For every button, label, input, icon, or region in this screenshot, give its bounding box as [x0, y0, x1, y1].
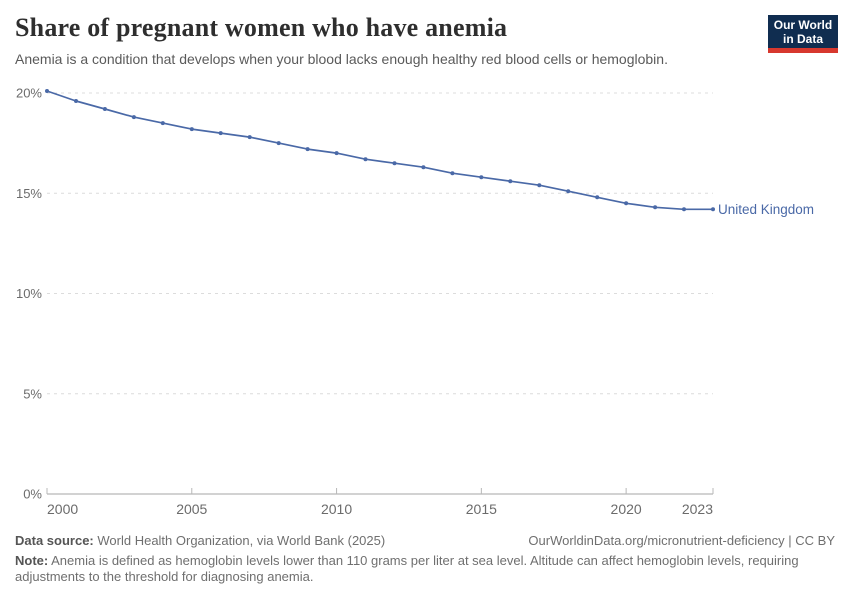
- data-point[interactable]: [189, 127, 194, 132]
- data-point[interactable]: [479, 175, 484, 180]
- x-axis-label: 2000: [47, 501, 78, 517]
- x-axis-label: 2023: [682, 501, 713, 517]
- data-point[interactable]: [218, 131, 223, 136]
- x-axis-label: 2015: [466, 501, 497, 517]
- data-point[interactable]: [102, 107, 107, 111]
- chart-footer: Data source: World Health Organization, …: [15, 533, 835, 585]
- data-point[interactable]: [276, 141, 281, 146]
- data-point[interactable]: [682, 207, 686, 212]
- y-axis-label: 10%: [16, 286, 42, 301]
- data-point[interactable]: [624, 201, 629, 206]
- data-point[interactable]: [305, 147, 310, 152]
- data-point[interactable]: [711, 207, 715, 212]
- data-point[interactable]: [131, 115, 136, 120]
- chart-canvas: 0% 5% 10% 15% 20% 2000 2005 2010 2015 2020 2023 Uni…: [16, 86, 814, 518]
- line-chart[interactable]: 0% 5% 10% 15% 20% 2000 2005 2010 2015 2020 2023 Uni…: [0, 80, 850, 525]
- note-text: Anemia is defined as hemoglobin levels l…: [15, 553, 799, 584]
- data-point[interactable]: [508, 179, 513, 184]
- data-line[interactable]: [46, 90, 714, 211]
- attribution: OurWorldinData.org/micronutrient-deficie…: [528, 533, 835, 548]
- data-point[interactable]: [334, 151, 339, 156]
- data-point[interactable]: [392, 161, 397, 166]
- data-point[interactable]: [160, 121, 165, 126]
- data-point[interactable]: [45, 89, 49, 93]
- x-axis-label: 2010: [321, 501, 352, 517]
- data-point[interactable]: [653, 205, 658, 210]
- owid-logo-line1: Our World: [773, 17, 833, 32]
- y-axis-label: 5%: [23, 386, 42, 401]
- owid-logo[interactable]: Our World in Data: [768, 15, 838, 53]
- y-axis-label: 15%: [16, 186, 42, 201]
- data-point[interactable]: [363, 157, 368, 162]
- y-axis-label: 0%: [23, 487, 42, 502]
- owid-logo-line2: in Data: [782, 31, 823, 46]
- page-title: Share of pregnant women who have anemia: [15, 13, 508, 42]
- data-point[interactable]: [421, 165, 426, 170]
- data-point[interactable]: [247, 135, 252, 140]
- data-source-text: World Health Organization, via World Ban…: [97, 533, 386, 548]
- x-axis-label: 2005: [176, 501, 207, 517]
- data-point[interactable]: [537, 183, 542, 188]
- data-source-label: Data source:: [15, 533, 94, 548]
- y-axis-label: 20%: [16, 86, 42, 101]
- series-end-label[interactable]: United Kingdom: [718, 202, 814, 217]
- data-source: Data source: World Health Organization, …: [15, 533, 385, 548]
- data-point[interactable]: [566, 189, 571, 194]
- chart-note: Note: Anemia is defined as hemoglobin le…: [15, 553, 800, 585]
- chart-subtitle: Anemia is a condition that develops when…: [15, 51, 668, 67]
- data-point[interactable]: [74, 99, 78, 103]
- x-axis-label: 2020: [611, 501, 642, 517]
- note-label: Note:: [15, 553, 49, 568]
- data-point[interactable]: [450, 171, 455, 176]
- data-point[interactable]: [595, 195, 600, 200]
